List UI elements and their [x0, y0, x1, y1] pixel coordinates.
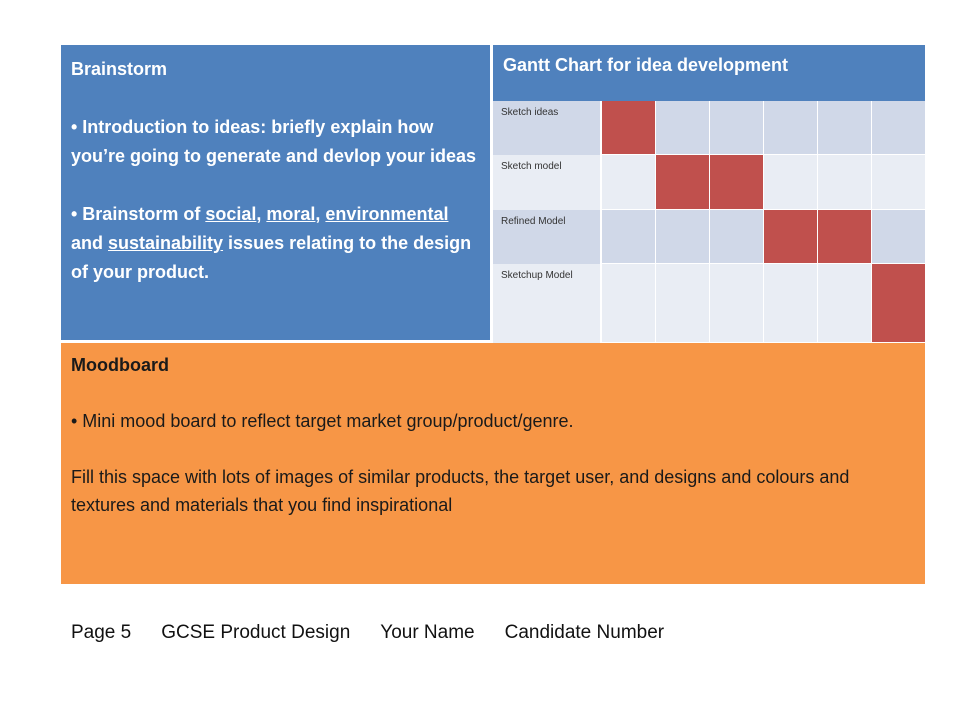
gantt-bar-cell [709, 155, 763, 210]
issues-text-post: issues relating to the design of your pr… [71, 233, 472, 282]
brainstorm-panel: Brainstorm • Introduction to ideas: brie… [61, 45, 493, 343]
gantt-empty-cell [601, 155, 655, 210]
issues-text-pre: • Brainstorm of [71, 204, 206, 224]
gantt-bar-cell [763, 210, 817, 264]
moodboard-bullet: • Mini mood board to reflect target mark… [71, 411, 574, 431]
gantt-bar-cell [655, 155, 709, 210]
gantt-chart: Sketch ideas Sketch model Refined Model Ske… [493, 101, 925, 343]
brainstorm-bullet-issues: • Brainstorm of social, moral, environme… [71, 200, 480, 287]
gantt-empty-cell [763, 101, 817, 155]
gantt-task-label: Sketch model [493, 155, 601, 210]
gantt-empty-cell [655, 264, 709, 343]
gantt-empty-cell [817, 155, 871, 210]
candidate-number-field: Candidate Number [504, 622, 665, 643]
page-number: Page 5 [71, 622, 132, 643]
gantt-bar-cell [601, 101, 655, 155]
gantt-row: Refined Model [493, 210, 925, 264]
gantt-title: Gantt Chart for idea development [493, 45, 925, 101]
gantt-row: Sketch model [493, 155, 925, 210]
gantt-row: Sketch ideas [493, 101, 925, 155]
comma-2: , [315, 204, 326, 224]
brainstorm-bullet-intro: • Introduction to ideas: briefly explain… [71, 117, 477, 166]
gantt-empty-cell [601, 210, 655, 264]
gantt-empty-cell [871, 101, 925, 155]
moodboard-panel: Moodboard • Mini mood board to reflect t… [61, 343, 925, 584]
gantt-empty-cell [817, 101, 871, 155]
gantt-empty-cell [655, 101, 709, 155]
gantt-bar-cell [871, 264, 925, 343]
gantt-empty-cell [601, 264, 655, 343]
gantt-empty-cell [817, 264, 871, 343]
environmental-text: environmental [325, 204, 449, 224]
gantt-empty-cell [709, 264, 763, 343]
gantt-task-label: Refined Model [493, 210, 601, 264]
gantt-empty-cell [763, 155, 817, 210]
moodboard-title: Moodboard [71, 355, 169, 375]
gantt-task-label: Sketchup Model [493, 264, 601, 343]
gantt-bar-cell [817, 210, 871, 264]
gantt-empty-cell [709, 210, 763, 264]
your-name-field: Your Name [380, 622, 475, 643]
moodboard-body: Fill this space with lots of images of s… [71, 467, 850, 515]
moral-text: moral [266, 204, 316, 224]
social-text: social [205, 204, 257, 224]
gantt-empty-cell [763, 264, 817, 343]
gantt-empty-cell [871, 210, 925, 264]
gantt-task-label: Sketch ideas [493, 101, 601, 155]
course-name: GCSE Product Design [161, 622, 351, 643]
gantt-empty-cell [709, 101, 763, 155]
gantt-row: Sketchup Model [493, 264, 925, 343]
comma-1: , [256, 204, 267, 224]
gantt-empty-cell [655, 210, 709, 264]
footer: Page 5 GCSE Product Design Your Name Candid… [71, 622, 694, 644]
and-text: and [71, 233, 109, 253]
sustainability-text: sustainability [108, 233, 224, 253]
brainstorm-title: Brainstorm [71, 59, 168, 79]
gantt-empty-cell [871, 155, 925, 210]
